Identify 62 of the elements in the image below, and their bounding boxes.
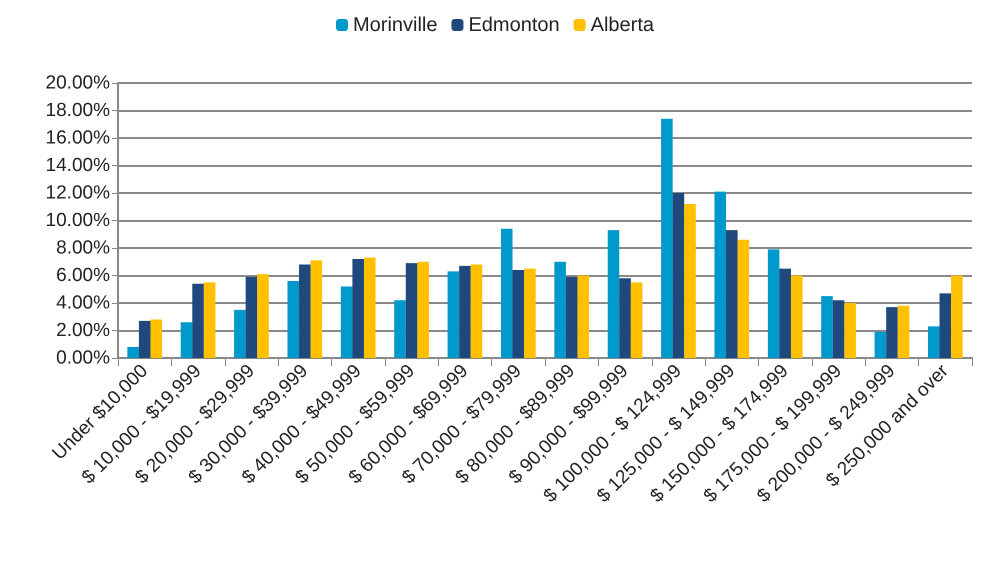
bar: [299, 264, 311, 358]
bar: [448, 271, 460, 358]
bar: [566, 276, 578, 358]
bar: [192, 284, 204, 358]
bar: [310, 260, 322, 358]
y-tick-label: 4.00%: [56, 292, 110, 314]
bar: [928, 326, 940, 358]
bar: [364, 258, 376, 358]
y-tick-label: 8.00%: [56, 238, 110, 258]
bar: [768, 249, 780, 358]
bar: [500, 228, 513, 358]
y-tick-label: 0.00%: [56, 348, 110, 368]
legend-label: Morinville: [353, 14, 438, 36]
bar: [779, 268, 791, 358]
bar: [630, 282, 642, 358]
bar: [844, 303, 856, 358]
y-tick-label: 14.00%: [46, 155, 110, 176]
bar: [608, 230, 620, 358]
bar: [577, 276, 590, 358]
bar: [790, 276, 803, 358]
y-tick-label: 2.00%: [56, 320, 110, 341]
bar: [726, 230, 738, 358]
bar: [714, 192, 726, 358]
bar: [394, 300, 406, 358]
bar: [470, 264, 482, 358]
bar: [512, 270, 524, 358]
bar: [524, 268, 536, 358]
bar: [874, 332, 886, 358]
bar: [352, 259, 364, 358]
bar: [138, 320, 150, 358]
bar: [340, 286, 352, 358]
bar: [257, 274, 269, 358]
bar: [898, 306, 910, 358]
bar: [832, 300, 844, 358]
y-tick-label: 12.00%: [46, 182, 110, 204]
bar: [150, 320, 162, 358]
bar: [684, 204, 696, 358]
bar: [127, 347, 139, 358]
legend-label: Alberta: [590, 14, 655, 36]
bar: [672, 193, 684, 358]
bar: [554, 262, 566, 358]
bar: [234, 310, 246, 358]
legend-label: Edmonton: [468, 14, 560, 36]
bar: [180, 322, 192, 358]
bar: [406, 263, 418, 358]
bar: [459, 266, 471, 358]
y-tick-label: 20.00%: [46, 72, 110, 94]
y-tick-label: 18.00%: [46, 100, 110, 121]
bar: [738, 240, 750, 358]
bar: [204, 282, 216, 358]
bar: [417, 262, 429, 358]
bar: [287, 281, 300, 358]
y-tick-label: 6.00%: [56, 265, 110, 286]
y-tick-label: 16.00%: [46, 128, 110, 148]
bar: [940, 293, 952, 358]
bar: [821, 296, 833, 358]
bar: [951, 276, 963, 358]
y-tick-label: 10.00%: [46, 210, 110, 231]
bar: [619, 278, 631, 358]
bar: [246, 276, 258, 358]
bar: [886, 307, 898, 358]
bar: [661, 118, 673, 358]
